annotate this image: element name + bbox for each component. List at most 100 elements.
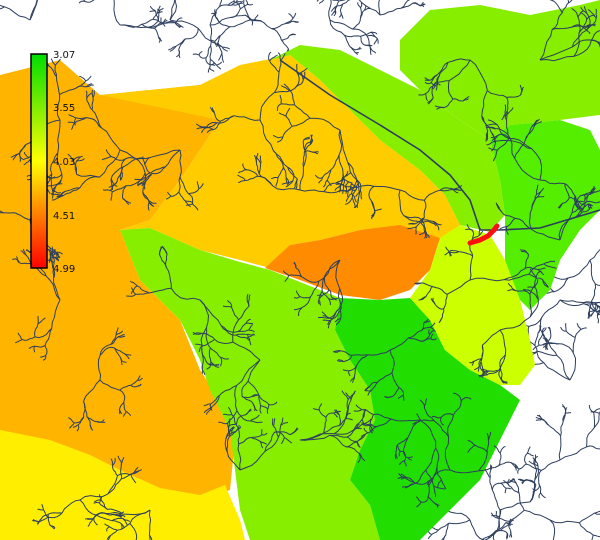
stream-segment [583,193,586,201]
stream-segment [421,219,435,223]
stream-segment [76,424,80,432]
stream-segment [302,71,306,80]
stream-segment [596,313,600,324]
stream-segment [198,345,204,352]
stream-segment [326,179,332,187]
basin-central-green[interactable] [120,228,380,540]
stream-segment [148,287,172,294]
stream-segment [49,524,56,530]
stream-segment [481,90,488,116]
stream-segment [77,416,85,426]
stream-segment [488,370,499,372]
stream-segment [548,342,559,345]
stream-segment [235,333,248,336]
stream-segment [542,279,549,288]
stream-segment [504,488,507,494]
basin-northeast-green[interactable] [400,0,600,140]
stream-segment [154,22,162,29]
stream-segment [415,217,425,225]
basin-north-green[interactable] [270,45,505,232]
basin-east-yellow-green[interactable] [410,225,535,385]
stream-segment [223,413,232,416]
stream-segment [350,376,355,382]
stream-segment [369,425,374,432]
stream-segment [357,2,362,9]
stream-segment [397,394,404,399]
stream-segment [302,149,307,167]
stream-segment [587,311,590,319]
stream-segment [34,345,46,348]
stream-segment [105,149,112,157]
stream-segment [206,129,214,134]
stream-segment [218,21,230,28]
stream-segment [531,229,561,241]
stream-segment [498,522,507,530]
stream-segment [74,117,77,126]
basin-west-orange[interactable] [0,60,235,500]
stream-segment [493,445,501,454]
stream-segment [491,140,497,152]
basin-north-gold[interactable] [100,55,460,268]
stream-segment [529,268,537,279]
stream-segment [83,401,86,418]
stream-segment [294,306,303,311]
stream-segment [340,189,348,192]
stream-segment [560,326,567,332]
stream-segment [509,478,514,483]
stream-segment [112,520,122,524]
stream-segment [214,35,221,42]
stream-segment [218,52,223,61]
stream-segment [303,137,310,141]
stream-segment [419,4,425,8]
stream-segment [593,305,599,313]
stream-segment [259,119,274,151]
stream-segment [148,200,154,207]
stream-segment [0,4,5,8]
stream-segment [514,139,526,159]
stream-segment [445,509,471,521]
stream-segment [256,156,262,164]
stream-segment [593,413,600,428]
stream-segment [569,352,577,381]
stream-segment [399,189,425,201]
stream-segment [110,166,124,179]
stream-segment [165,195,172,200]
stream-segment [440,417,445,426]
stream-segment [580,301,596,304]
outlet-red-segment[interactable] [467,223,500,246]
stream-segment [40,354,46,358]
stream-segment [37,317,46,325]
stream-segment [99,343,111,356]
stream-segment [586,445,600,450]
stream-segment [424,81,432,85]
stream-segment [236,0,238,2]
stream-segment [23,159,31,166]
stream-segment [565,412,572,414]
stream-segment [362,409,365,419]
stream-segment [447,415,454,438]
stream-segment [238,0,243,5]
stream-segment [229,426,235,431]
stream-segment [540,459,561,471]
stream-segment [370,200,376,211]
stream-segment [170,288,201,301]
stream-segment [276,103,282,111]
stream-segment [102,189,113,193]
stream-segment [573,32,580,57]
stream-segment [564,183,570,198]
stream-segment [238,305,250,321]
basin-east-bright-green[interactable] [490,120,600,310]
stream-segment [324,276,330,290]
stream-segment [424,231,430,238]
stream-segment [321,276,325,292]
stream-segment [515,217,532,230]
stream-segment [96,419,105,423]
basin-south-deep-green[interactable] [335,298,520,540]
stream-segment [192,332,203,336]
stream-segment [541,299,561,318]
stream-segment [391,387,400,398]
stream-segment [280,421,289,426]
stream-segment [346,436,357,442]
stream-segment [346,417,353,421]
